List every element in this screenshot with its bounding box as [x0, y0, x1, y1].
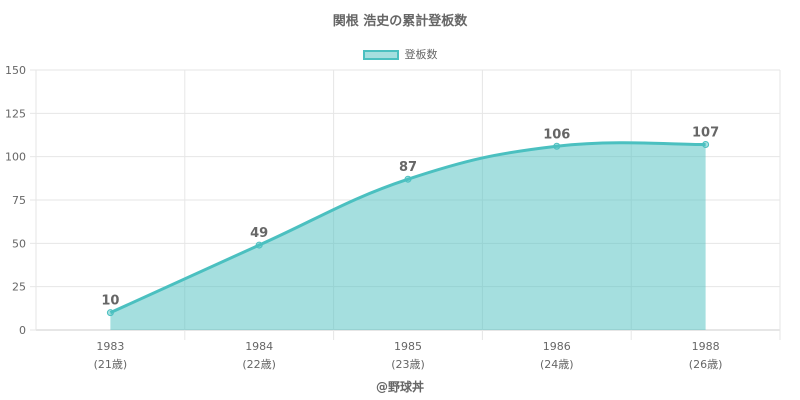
data-point	[106, 309, 114, 317]
data-label: 10	[101, 294, 119, 309]
x-tick-sublabel: (26歳)	[689, 358, 723, 371]
data-points	[106, 141, 710, 317]
y-axis-ticks: 0 25 50 75 100 125 150	[5, 64, 26, 337]
y-tick-label: 150	[5, 64, 26, 77]
series-area	[110, 142, 706, 330]
y-tick-label: 50	[12, 237, 26, 250]
data-point	[553, 142, 561, 150]
y-tick-label: 125	[5, 107, 26, 120]
data-point	[255, 241, 263, 249]
y-tick-label: 75	[12, 194, 26, 207]
legend[interactable]: 登板数	[0, 46, 800, 62]
x-tick-sublabel: (23歳)	[391, 358, 425, 371]
x-tick-label: 1988	[692, 340, 720, 353]
legend-swatch	[362, 50, 399, 60]
x-tick-label: 1985	[394, 340, 422, 353]
data-label: 107	[692, 126, 719, 141]
x-tick-sublabel: (24歳)	[540, 358, 574, 371]
data-label: 87	[399, 160, 417, 175]
y-tick-label: 100	[5, 151, 26, 164]
x-tick-label: 1986	[543, 340, 571, 353]
legend-label: 登板数	[404, 48, 438, 61]
data-point	[702, 141, 710, 149]
x-axis-ticks: 1983 (21歳) 1984 (22歳) 1985 (23歳) 1986 (24歳) 1988…	[94, 340, 723, 371]
data-point	[404, 175, 412, 183]
x-tick-sublabel: (21歳)	[94, 358, 128, 371]
data-label: 106	[543, 127, 570, 142]
x-tick-sublabel: (22歳)	[242, 358, 276, 371]
data-label: 49	[250, 226, 268, 241]
y-tick-label: 25	[12, 281, 26, 294]
x-tick-label: 1984	[245, 340, 273, 353]
data-labels: 10 49 87 106 107	[101, 126, 719, 309]
x-tick-label: 1983	[96, 340, 124, 353]
y-tick-label: 0	[19, 324, 26, 337]
chart-title: 関根 浩史の累計登板数	[332, 14, 468, 29]
credit: @野球丼	[375, 380, 424, 394]
